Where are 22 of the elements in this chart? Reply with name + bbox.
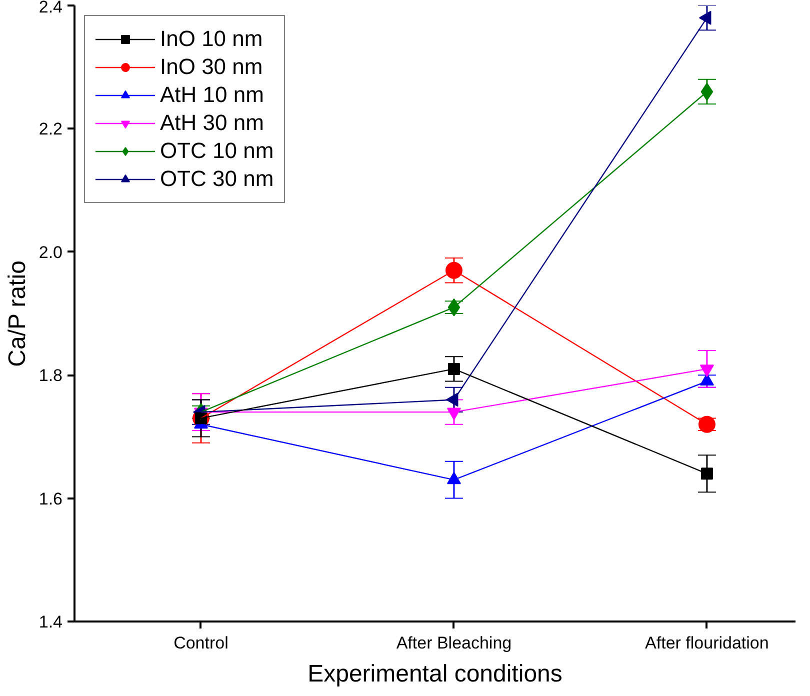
y-tick-label: 1.4 — [38, 612, 63, 632]
point — [445, 262, 462, 279]
legend-label: OTC 10 nm — [160, 138, 274, 164]
point — [700, 468, 713, 480]
y-tick-label: 2.4 — [38, 0, 63, 16]
point — [700, 82, 714, 101]
legend-label: AtH 10 nm — [160, 82, 264, 108]
y-axis-title: Ca/P ratio — [4, 260, 31, 367]
legend-label: InO 10 nm — [160, 26, 263, 52]
x-tick-label: Control — [174, 634, 228, 652]
legend-label: OTC 30 nm — [160, 166, 274, 192]
legend-label: AtH 30 nm — [160, 110, 264, 136]
y-tick-label: 2.2 — [38, 120, 63, 139]
x-axis-title: Experimental conditions — [308, 660, 562, 688]
x-tick-label: After Bleaching — [396, 634, 512, 652]
point — [448, 298, 460, 316]
x-tick-label: After flouridation — [645, 634, 769, 652]
y-tick-label: 2.0 — [38, 242, 63, 262]
point — [448, 362, 460, 375]
legend-label: InO 30 nm — [160, 54, 263, 80]
y-tick-label: 1.8 — [38, 366, 63, 386]
y-tick-label: 1.6 — [38, 489, 63, 508]
